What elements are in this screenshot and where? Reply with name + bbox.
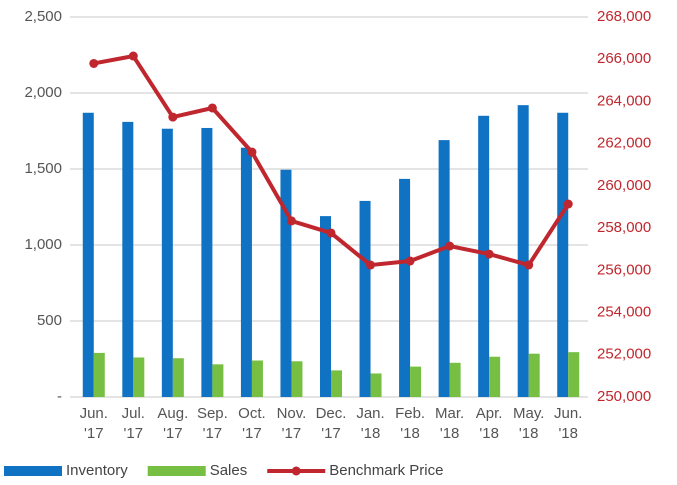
x-tick-label: May. '18 xyxy=(513,405,544,442)
y2-tick-label: 264,000 xyxy=(597,92,651,109)
bar xyxy=(201,127,213,398)
y2-tick-label: 268,000 xyxy=(597,8,651,25)
bar xyxy=(122,121,134,397)
bar xyxy=(240,147,252,397)
legend-label: Inventory xyxy=(66,462,128,479)
bar xyxy=(557,112,569,397)
y2-tick-label: 254,000 xyxy=(597,304,651,321)
bar xyxy=(320,216,331,397)
y-tick-label: 2,000 xyxy=(24,84,62,101)
y2-tick-label: 260,000 xyxy=(597,177,651,194)
x-tick-label: Dec. '17 xyxy=(316,405,347,442)
bar xyxy=(438,140,450,397)
line-marker xyxy=(286,216,296,226)
bar xyxy=(399,178,411,397)
line-marker xyxy=(524,260,534,270)
x-tick-label: Feb. '18 xyxy=(395,405,425,442)
legend-swatch xyxy=(4,466,62,476)
y2-tick-label: 250,000 xyxy=(597,388,651,405)
y-tick-label: 500 xyxy=(37,312,62,329)
x-tick-label: Jul. '17 xyxy=(122,405,145,442)
line-marker xyxy=(326,228,336,238)
legend-label: Sales xyxy=(210,462,248,479)
bar xyxy=(410,366,422,397)
line-marker xyxy=(207,103,217,113)
line-marker xyxy=(405,256,415,266)
y-tick-label: 1,500 xyxy=(24,160,62,177)
line-marker xyxy=(89,58,99,68)
bar xyxy=(568,352,580,397)
line-marker xyxy=(445,241,455,251)
y2-tick-label: 266,000 xyxy=(597,50,651,67)
x-tick-label: Jan. '18 xyxy=(356,405,384,442)
bar xyxy=(370,373,382,397)
bar xyxy=(449,362,461,397)
bar xyxy=(478,115,490,398)
line-marker xyxy=(247,147,257,157)
y-tick-label: 2,500 xyxy=(24,8,62,25)
y2-tick-label: 258,000 xyxy=(597,219,651,236)
x-tick-label: Aug. '17 xyxy=(157,405,188,442)
bar xyxy=(331,370,342,397)
bar xyxy=(291,361,303,397)
y-tick-label: 1,000 xyxy=(24,236,62,253)
x-tick-label: Sep. '17 xyxy=(197,405,228,442)
line-marker xyxy=(168,112,178,122)
x-tick-label: Jun. '17 xyxy=(80,405,108,442)
y2-tick-label: 262,000 xyxy=(597,135,651,152)
line-marker xyxy=(563,199,573,209)
bar xyxy=(172,358,184,397)
x-tick-label: Nov. '17 xyxy=(277,405,307,442)
legend-swatch-marker xyxy=(291,466,301,476)
bar xyxy=(528,353,540,397)
bar xyxy=(251,360,263,397)
x-tick-label: Oct. '17 xyxy=(238,405,266,442)
x-tick-label: Mar. '18 xyxy=(435,405,464,442)
line-marker xyxy=(484,249,494,259)
bar xyxy=(161,128,173,397)
legend-swatch xyxy=(147,466,206,476)
line-marker xyxy=(128,51,138,61)
bar xyxy=(517,105,529,397)
bar xyxy=(133,357,145,397)
legend-label: Benchmark Price xyxy=(329,462,443,479)
y2-tick-label: 256,000 xyxy=(597,261,651,278)
bar xyxy=(359,200,371,397)
line-marker xyxy=(366,260,376,270)
y-tick-label: - xyxy=(57,388,62,405)
bar xyxy=(82,112,94,397)
bar xyxy=(489,356,501,397)
y2-tick-label: 252,000 xyxy=(597,346,651,363)
x-tick-label: Apr. '18 xyxy=(476,405,503,442)
bar xyxy=(212,364,224,397)
bar xyxy=(280,169,292,397)
x-tick-label: Jun. '18 xyxy=(554,405,582,442)
bar xyxy=(93,352,105,397)
